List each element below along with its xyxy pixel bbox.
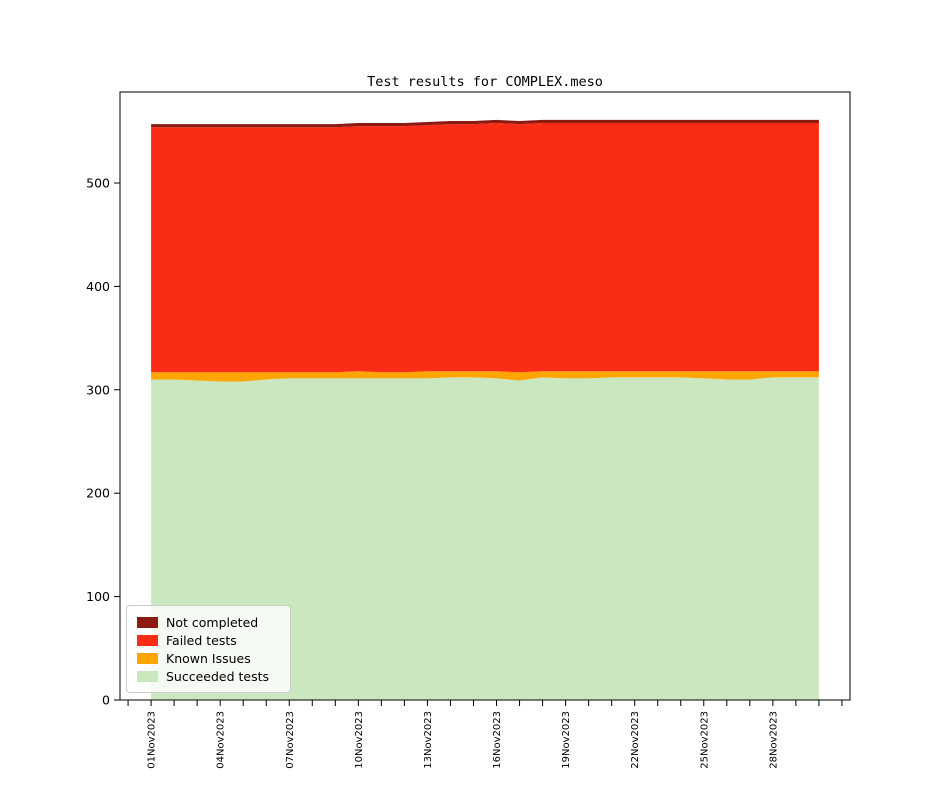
x-tick-label: 07Nov2023: [285, 711, 296, 769]
y-tick-label: 0: [102, 693, 110, 708]
legend-item: Succeeded tests: [137, 667, 280, 685]
chart-title: Test results for COMPLEX.meso: [367, 74, 603, 90]
legend-label: Not completed: [166, 614, 259, 630]
y-tick-label: 200: [86, 486, 110, 501]
x-tick-label: 04Nov2023: [216, 711, 227, 769]
legend-item: Failed tests: [137, 631, 280, 649]
y-tick-label: 500: [86, 175, 110, 190]
x-tick-label: 16Nov2023: [492, 711, 503, 769]
area-succeeded-tests: [151, 377, 819, 700]
axes-frame: [119, 91, 851, 701]
y-tick-label: 300: [86, 382, 110, 397]
legend: Not completed Failed tests Known Issues Suc…: [126, 605, 291, 693]
y-tick-label: 100: [86, 589, 110, 604]
area-known-issues: [151, 371, 819, 382]
legend-color-swatch: [137, 616, 158, 628]
x-tick-label: 01Nov2023: [147, 711, 158, 769]
legend-label: Known Issues: [166, 650, 251, 666]
legend-color-swatch: [137, 652, 158, 664]
x-tick-label: 10Nov2023: [354, 711, 365, 769]
legend-color-swatch: [137, 634, 158, 646]
x-tick-label: 25Nov2023: [699, 711, 710, 769]
x-tick-label: 19Nov2023: [561, 711, 572, 769]
legend-item: Not completed: [137, 613, 280, 631]
x-tick-label: 28Nov2023: [768, 711, 779, 769]
y-tick-label: 400: [86, 279, 110, 294]
legend-item: Known Issues: [137, 649, 280, 667]
x-tick-label: 22Nov2023: [630, 711, 641, 769]
legend-color-swatch: [137, 670, 158, 682]
area-failed-tests: [151, 123, 819, 373]
area-not-completed: [151, 119, 819, 128]
x-tick-label: 13Nov2023: [423, 711, 434, 769]
legend-label: Failed tests: [166, 632, 237, 648]
legend-label: Succeeded tests: [166, 668, 270, 684]
